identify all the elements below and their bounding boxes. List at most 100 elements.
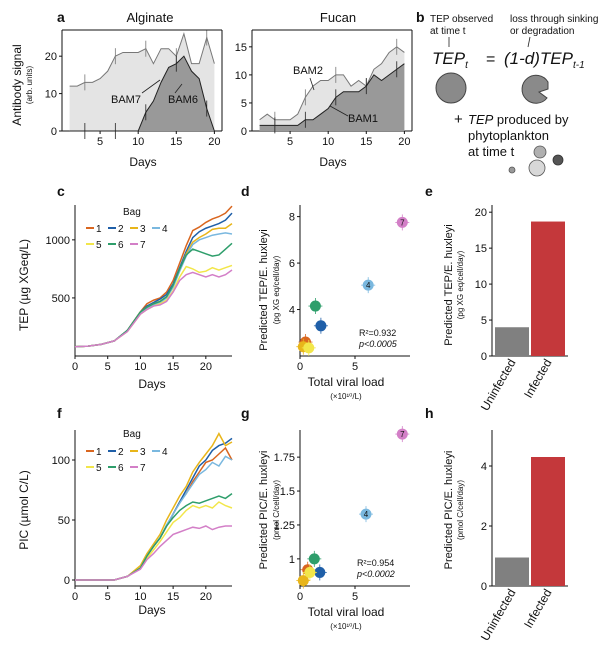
point-bag-4 — [360, 508, 372, 520]
x-tick-label: 0 — [72, 361, 78, 373]
legend-label-bag-1: 1 — [96, 447, 102, 458]
point-label-bag-4: 4 — [364, 510, 369, 519]
label-bam2-pointer — [309, 77, 315, 91]
panel-d-xlabel: Total viral load — [308, 375, 385, 389]
bar-uninfected — [495, 557, 529, 586]
y-tick-label: 1 — [289, 554, 295, 566]
panel-d-xunits: (×10¹⁰/L) — [330, 392, 362, 401]
legend-label-bag-4: 4 — [162, 447, 168, 458]
x-tick-label: 5 — [352, 591, 358, 603]
y-tick-label: 15 — [235, 42, 247, 54]
panel-letter-c: c — [57, 183, 65, 199]
panel-a-title-alginate: Alginate — [127, 10, 174, 25]
label-bam7-pointer — [141, 79, 161, 94]
y-tick-label: 0 — [481, 351, 487, 363]
series-line-bag-7 — [75, 525, 232, 581]
bar-infected — [531, 221, 565, 356]
panel-h-ylabel-1: Predicted PIC/E. huxleyi — [443, 451, 455, 570]
y-tick-label: 100 — [52, 455, 70, 467]
b-new-particle-3 — [528, 159, 546, 177]
x-tick-label: 5 — [105, 361, 111, 373]
series-line-bag-6 — [74, 242, 233, 348]
x-tick-label: 15 — [167, 591, 179, 603]
panel-letter-d: d — [241, 183, 250, 199]
panel-a-title-fucan: Fucan — [320, 10, 356, 25]
point-bag-3 — [297, 575, 309, 587]
y-tick-label: 2 — [481, 521, 487, 533]
panel-letter-b: b — [416, 9, 425, 25]
b-new-particle-2 — [552, 154, 564, 166]
panel-g: Predicted PIC/E. huxleyi (pmol C/cell/da… — [258, 426, 410, 631]
x-tick-label: 5 — [287, 136, 293, 148]
panel-g-ylabel-2: (pmol C/cell/day) — [272, 480, 281, 540]
b-observed-particle — [435, 72, 467, 104]
panel-d-plot: 0 5 4 6 8 4 7 — [289, 205, 410, 373]
panel-e-ylabel-2: (pg XG eq/cell/day) — [456, 250, 465, 319]
point-bag-2 — [314, 566, 326, 578]
category-label-uninfected: Uninfected — [478, 357, 519, 414]
b-arrow-loss — [527, 36, 531, 48]
x-tick-label: 10 — [134, 591, 146, 603]
x-tick-label: 20 — [398, 136, 410, 148]
panel-g-r2: R²=0.954 — [357, 558, 394, 568]
panel-a-fucan-plot: 5 10 15 20 0 5 10 15 — [235, 29, 413, 148]
point-bag-4 — [362, 279, 374, 291]
category-label-infected: Infected — [521, 357, 554, 401]
point-label-bag-4: 4 — [366, 281, 371, 290]
panel-c: TEP (µg XGeq/L) Days Bag 0 5 10 15 205001000… — [17, 205, 233, 391]
panel-h-ylabel-2: (pmol C/cell/day) — [456, 480, 465, 540]
panel-c-legend-title: Bag — [123, 207, 141, 218]
panel-a: Alginate Fucan Antibody signal (arb. uni… — [10, 10, 413, 169]
category-label-uninfected: Uninfected — [478, 587, 519, 644]
point-label-bag-7: 7 — [400, 218, 405, 227]
panel-a-xlabel-fucan: Days — [319, 155, 346, 169]
b-decay-term: (1-d)TEPt-1 — [504, 49, 585, 71]
b-produced-3: at time t — [468, 144, 515, 159]
b-tep-observed-1: TEP observed — [430, 14, 493, 25]
panel-f-ylabel: PIC (µmol C/L) — [17, 470, 31, 550]
y-tick-label: 10 — [235, 70, 247, 82]
series-line-bag-2 — [75, 437, 233, 581]
point-bag-5 — [303, 342, 315, 354]
b-plus: + — [454, 111, 463, 128]
y-tick-label: 5 — [241, 98, 247, 110]
b-new-particle-1 — [533, 145, 547, 159]
x-tick-label: 15 — [170, 136, 182, 148]
legend-label-bag-3: 3 — [140, 224, 146, 235]
panel-g-xunits: (×10¹⁰/L) — [330, 622, 362, 631]
series-line-bag-5 — [75, 501, 233, 581]
y-tick-label: 4 — [481, 461, 487, 473]
panel-g-ylabel-1: Predicted PIC/E. huxleyi — [258, 451, 270, 570]
y-tick-label: 0 — [481, 581, 487, 593]
line-bam7 — [69, 31, 215, 87]
y-tick-label: 0 — [64, 575, 70, 587]
panel-h-plot: 0 2 4 Uninfected Infected — [478, 430, 568, 643]
label-bam1: BAM1 — [348, 113, 378, 125]
panel-d: Predicted TEP/E. huxleyi (pg XG eq/cell/… — [258, 205, 410, 401]
legend-label-bag-4: 4 — [162, 224, 168, 235]
label-bam2: BAM2 — [293, 65, 323, 77]
y-tick-label: 20 — [45, 51, 57, 63]
panel-d-ylabel-1: Predicted TEP/E. huxleyi — [258, 229, 270, 350]
panel-f-plot: 0 5 10 15 20 0 50 100 1 2 3 4 5 6 7 — [52, 430, 233, 603]
area-bam6 — [69, 56, 215, 132]
x-tick-label: 0 — [297, 591, 303, 603]
x-tick-label: 5 — [352, 361, 358, 373]
b-produced-1: TEP produced by — [468, 112, 569, 127]
x-tick-label: 15 — [360, 136, 372, 148]
legend-label-bag-2: 2 — [118, 224, 124, 235]
x-tick-label: 20 — [208, 136, 220, 148]
panel-f-xlabel: Days — [138, 603, 165, 617]
legend-label-bag-7: 7 — [140, 463, 146, 474]
panel-h: Predicted PIC/E. huxleyi (pmol C/cell/da… — [443, 430, 568, 643]
b-equals: = — [486, 51, 495, 68]
legend-label-bag-6: 6 — [118, 463, 124, 474]
bar-infected — [531, 457, 565, 586]
panel-c-plot: 0 5 10 15 20 500 1000 1 2 3 4 5 6 7 — [46, 205, 233, 373]
panel-f: PIC (µmol C/L) Days Bag 0 5 10 15 20 0 50 100 1 2… — [17, 429, 233, 617]
panel-d-p: p<0.0005 — [358, 339, 398, 349]
legend-label-bag-5: 5 — [96, 463, 102, 474]
y-tick-label: 15 — [475, 243, 487, 255]
series-line-bag-7 — [74, 269, 233, 348]
panel-g-xlabel: Total viral load — [308, 605, 385, 619]
